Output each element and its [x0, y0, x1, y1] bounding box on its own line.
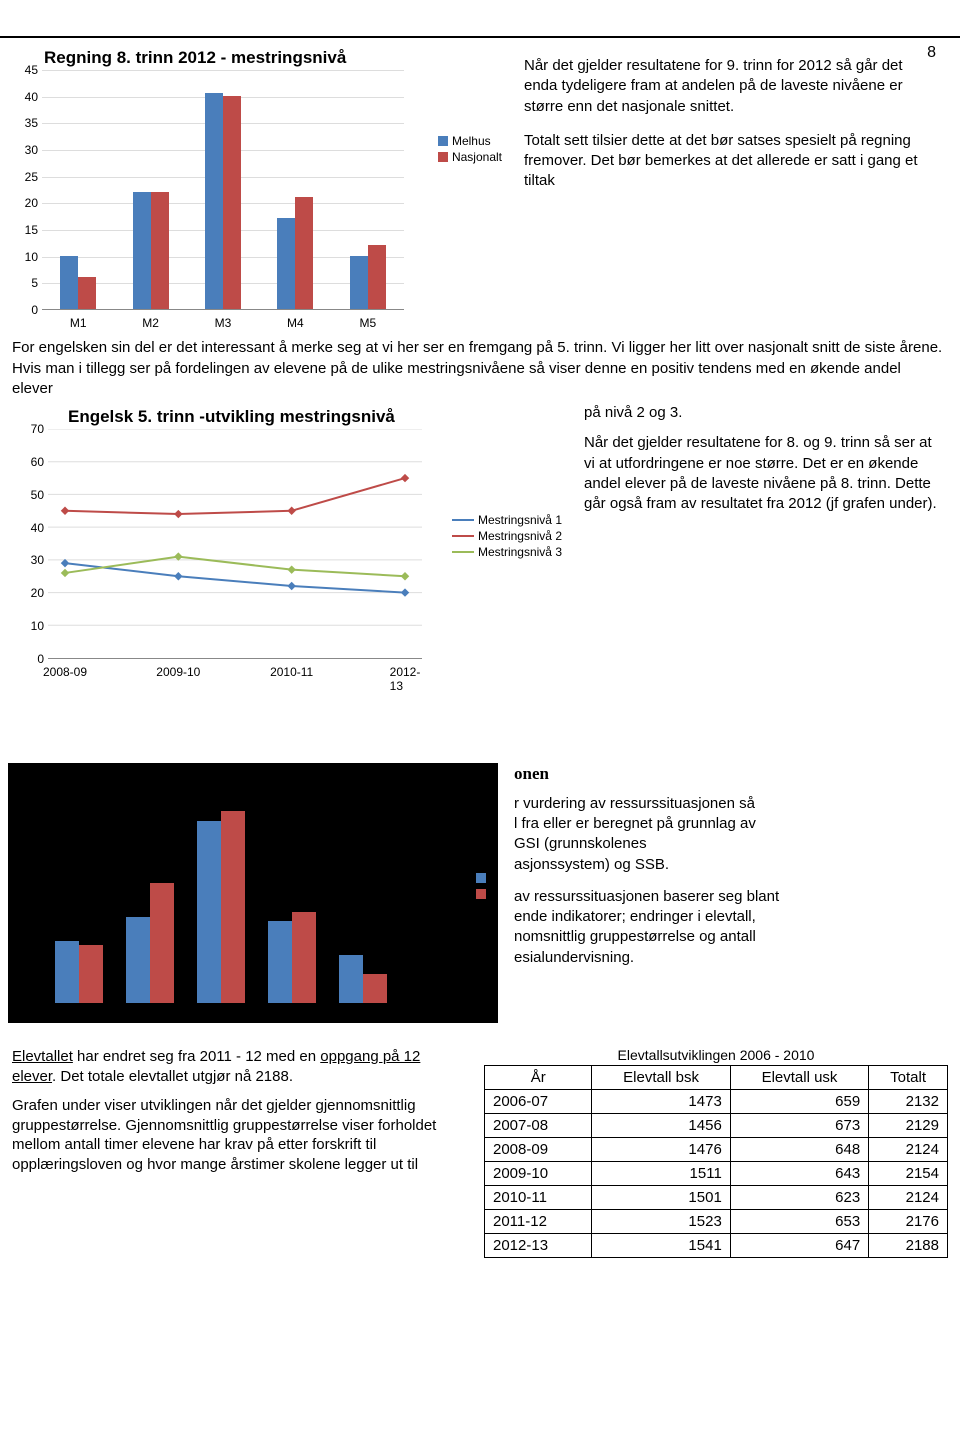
legend-line-swatch [452, 535, 474, 537]
table-cell: 2132 [869, 1090, 948, 1114]
legend-item: Mestringsnivå 1 [452, 513, 562, 527]
chart3-plot-area [44, 787, 398, 1003]
header-rule [0, 36, 960, 38]
table-row: 2007-0814566732129 [485, 1114, 948, 1138]
table-cell: 2154 [869, 1162, 948, 1186]
table-cell: 2012-13 [485, 1234, 592, 1258]
text-block-4: Elevtallet har endret seg fra 2011 - 12 … [12, 1047, 452, 1184]
legend-line-swatch [452, 551, 474, 553]
chart3-legend [476, 873, 486, 905]
table-title: Elevtallsutviklingen 2006 - 2010 [484, 1047, 948, 1063]
table-row: 2008-0914766482124 [485, 1138, 948, 1162]
table-cell: 1473 [592, 1090, 730, 1114]
bar-chart-regning: Regning 8. trinn 2012 - mestringsnivå 05… [8, 44, 508, 334]
table-cell: 2006-07 [485, 1090, 592, 1114]
table-row: 2006-0714736592132 [485, 1090, 948, 1114]
paragraph: Når det gjelder resultatene for 8. og 9.… [584, 433, 940, 514]
chart1-legend: Melhus Nasjonalt [438, 134, 502, 166]
table-header-cell: Elevtall usk [730, 1066, 868, 1090]
chart2-plot-area: 0102030405060702008-092009-102010-112012… [48, 429, 422, 659]
legend-swatch [438, 136, 448, 146]
table-cell: 659 [730, 1090, 868, 1114]
page-number: 8 [927, 44, 936, 62]
row-text-table: Elevtallet har endret seg fra 2011 - 12 … [0, 1047, 960, 1270]
paragraph: Når det gjelder resultatene for 9. trinn… [524, 56, 940, 117]
legend-line-swatch [452, 519, 474, 521]
table-cell: 1523 [592, 1210, 730, 1234]
table-cell: 623 [730, 1186, 868, 1210]
text: har endret seg fra 2011 - 12 med en [73, 1048, 320, 1065]
table-cell: 647 [730, 1234, 868, 1258]
table-row: 2011-1215236532176 [485, 1210, 948, 1234]
chart1-title: Regning 8. trinn 2012 - mestringsnivå [8, 44, 508, 70]
table-cell: 2124 [869, 1138, 948, 1162]
legend-item: Mestringsnivå 3 [452, 545, 562, 559]
table-header-cell: Elevtall bsk [592, 1066, 730, 1090]
legend-swatch [476, 873, 486, 883]
table-cell: 2008-09 [485, 1138, 592, 1162]
section-heading-fragment: onen [514, 763, 952, 786]
table-cell: 1501 [592, 1186, 730, 1210]
table-cell: 2010-11 [485, 1186, 592, 1210]
table-cell: 2129 [869, 1114, 948, 1138]
paragraph: Totalt sett tilsier dette at det bør sat… [524, 131, 940, 192]
legend-swatch [438, 152, 448, 162]
table-cell: 673 [730, 1114, 868, 1138]
table-block: Elevtallsutviklingen 2006 - 2010 ÅrElevt… [484, 1047, 948, 1258]
text: . Det totale elevtallet utgjør nå 2188. [52, 1068, 293, 1085]
legend-item: Mestringsnivå 2 [452, 529, 562, 543]
table-cell: 1511 [592, 1162, 730, 1186]
table-cell: 1476 [592, 1138, 730, 1162]
elevtall-table: ÅrElevtall bskElevtall uskTotalt 2006-07… [484, 1065, 948, 1258]
table-row: 2009-1015116432154 [485, 1162, 948, 1186]
chart1-plot-area: 051015202530354045M1M2M3M4M5 [42, 70, 404, 310]
legend-item: Nasjonalt [438, 150, 502, 164]
legend-item: Melhus [438, 134, 502, 148]
row-chart2-text: Engelsk 5. trinn -utvikling mestringsniv… [0, 403, 960, 703]
line-chart-engelsk: Engelsk 5. trinn -utvikling mestringsniv… [8, 403, 568, 703]
paragraph: Elevtallet har endret seg fra 2011 - 12 … [12, 1047, 452, 1086]
table-cell: 643 [730, 1162, 868, 1186]
underline: Elevtallet [12, 1048, 73, 1065]
paragraph-fragment: r vurdering av ressurssituasjonen så l f… [514, 794, 952, 875]
table-header-cell: Totalt [869, 1066, 948, 1090]
text-block-3: onen r vurdering av ressurssituasjonen s… [514, 763, 952, 980]
legend-label: Mestringsnivå 3 [478, 545, 562, 559]
chart2-title: Engelsk 5. trinn -utvikling mestringsniv… [8, 403, 568, 429]
legend-swatch [476, 889, 486, 899]
table-cell: 653 [730, 1210, 868, 1234]
table-cell: 1456 [592, 1114, 730, 1138]
legend-label: Nasjonalt [452, 150, 502, 164]
row-chart3-text: onen r vurdering av ressurssituasjonen s… [0, 763, 960, 1023]
text-block-2: For engelsken sin del er det interessant… [0, 338, 960, 399]
table-header-cell: År [485, 1066, 592, 1090]
chart2-legend: Mestringsnivå 1 Mestringsnivå 2 Mestring… [452, 513, 562, 561]
legend-label: Mestringsnivå 1 [478, 513, 562, 527]
paragraph: på nivå 2 og 3. [584, 403, 940, 423]
overlay-chart-box [8, 763, 498, 1023]
table-cell: 1541 [592, 1234, 730, 1258]
table-cell: 648 [730, 1138, 868, 1162]
text-block-right: på nivå 2 og 3. Når det gjelder resultat… [584, 403, 952, 703]
legend-label: Melhus [452, 134, 491, 148]
paragraph: Grafen under viser utviklingen når det g… [12, 1096, 452, 1174]
table-cell: 2124 [869, 1186, 948, 1210]
table-row: 2012-1315416472188 [485, 1234, 948, 1258]
legend-label: Mestringsnivå 2 [478, 529, 562, 543]
table-cell: 2007-08 [485, 1114, 592, 1138]
table-row: 2010-1115016232124 [485, 1186, 948, 1210]
row-chart1-text: Regning 8. trinn 2012 - mestringsnivå 05… [0, 44, 960, 334]
paragraph: For engelsken sin del er det interessant… [12, 338, 944, 399]
table-header-row: ÅrElevtall bskElevtall uskTotalt [485, 1066, 948, 1090]
table-cell: 2011-12 [485, 1210, 592, 1234]
table-cell: 2188 [869, 1234, 948, 1258]
table-cell: 2176 [869, 1210, 948, 1234]
table-cell: 2009-10 [485, 1162, 592, 1186]
paragraph-fragment: av ressurssituasjonen baserer seg blant … [514, 887, 952, 968]
text-block-1: Når det gjelder resultatene for 9. trinn… [524, 44, 952, 334]
